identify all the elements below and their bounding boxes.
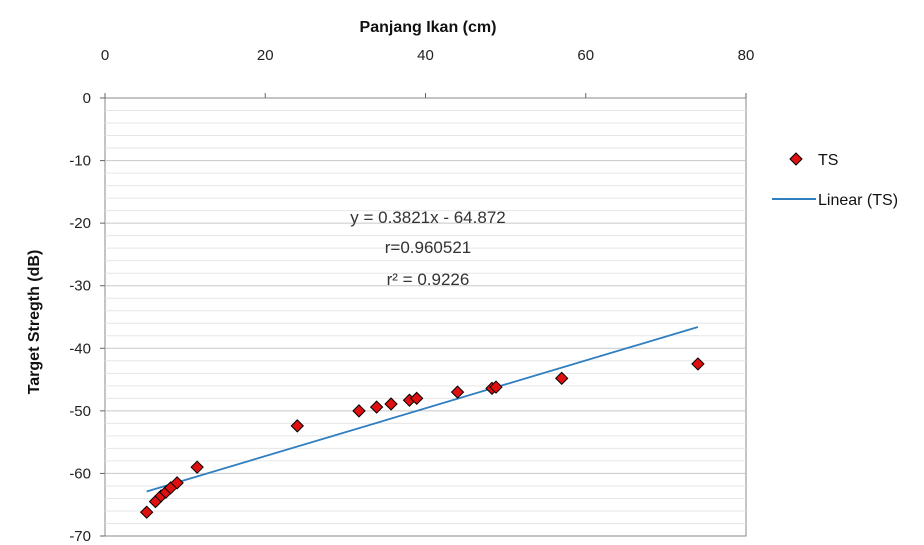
legend-marker-ts [789, 152, 803, 166]
r-squared-annotation: r² = 0.9226 [387, 270, 470, 289]
r-annotation: r=0.960521 [385, 238, 472, 257]
y-tick-label: -60 [69, 465, 91, 482]
plot-area [104, 97, 747, 537]
y-tick-label: -30 [69, 278, 91, 295]
data-point [450, 385, 465, 399]
data-point [170, 476, 184, 490]
y-tick-label: -10 [69, 153, 91, 170]
x-tick-label: 40 [417, 47, 434, 64]
x-axis-ticks: 0 20 40 60 80 [101, 47, 755, 98]
x-tick-label: 60 [577, 47, 594, 64]
y-tick-label: -40 [69, 340, 91, 357]
legend-label-linear: Linear (TS) [818, 192, 898, 209]
legend: TS Linear (TS) [772, 152, 898, 209]
x-tick-label: 0 [101, 47, 109, 64]
data-point [555, 371, 569, 386]
data-point [369, 400, 384, 414]
x-axis-title: Panjang Ikan (cm) [360, 19, 497, 36]
y-tick-label: -50 [69, 403, 91, 420]
data-point [384, 397, 398, 411]
y-axis-title: Target Stregth (dB) [26, 250, 43, 395]
y-tick-label: -20 [69, 215, 91, 232]
y-axis-ticks: 0 -10 -20 -30 -40 -50 -60 -70 [69, 90, 105, 545]
legend-label-ts: TS [818, 152, 838, 169]
trendline [146, 326, 699, 493]
data-point [190, 460, 204, 474]
gridlines [105, 110, 746, 524]
data-points [139, 357, 705, 519]
x-tick-label: 20 [257, 47, 274, 64]
equation-annotation: y = 0.3821x - 64.872 [350, 208, 505, 227]
data-point [352, 404, 366, 418]
data-point [139, 505, 154, 519]
y-tick-label: -70 [69, 528, 91, 545]
data-point [489, 380, 503, 394]
data-point [290, 419, 305, 433]
trendline-group [146, 326, 699, 493]
y-tick-label: 0 [83, 90, 91, 107]
data-point [691, 357, 705, 371]
data-point [409, 391, 424, 406]
x-tick-label: 80 [738, 47, 755, 64]
